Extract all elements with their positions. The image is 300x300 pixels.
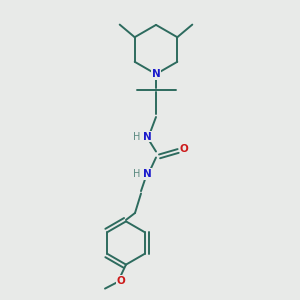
- Text: H: H: [134, 169, 141, 179]
- Text: O: O: [180, 144, 189, 154]
- Text: H: H: [134, 131, 141, 142]
- Text: O: O: [116, 275, 125, 286]
- Text: N: N: [142, 169, 152, 179]
- Text: N: N: [152, 69, 160, 79]
- Text: N: N: [142, 131, 152, 142]
